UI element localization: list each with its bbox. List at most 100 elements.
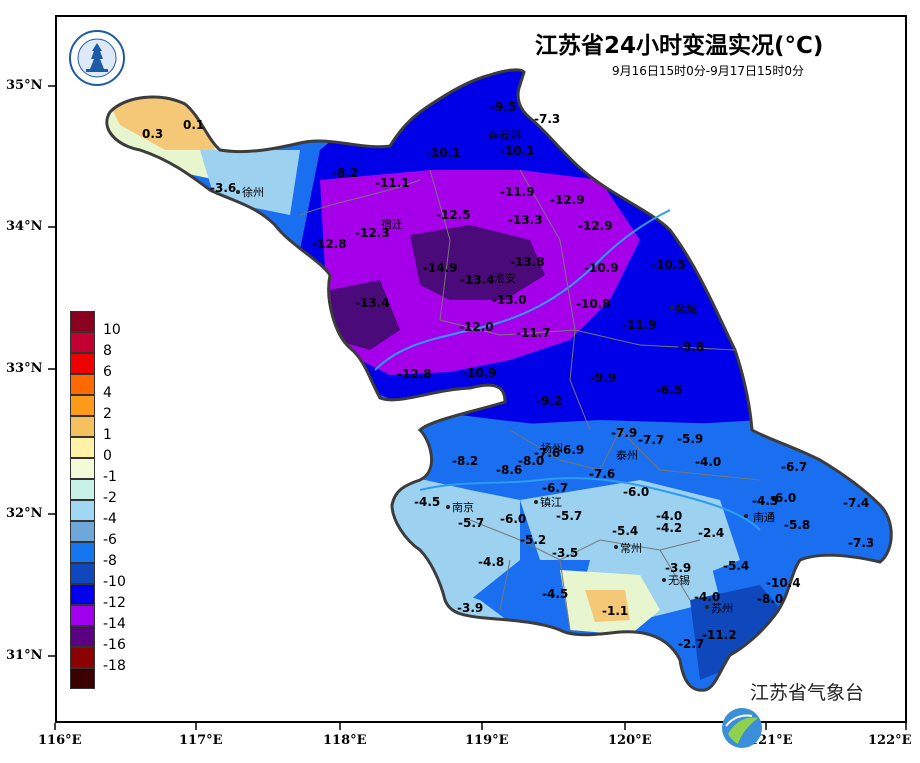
legend-swatch bbox=[70, 500, 95, 521]
station-value: -12.5 bbox=[436, 208, 471, 222]
legend-label: -4 bbox=[103, 511, 117, 527]
station-value: -12.9 bbox=[578, 219, 613, 233]
station-value: -13.3 bbox=[508, 213, 543, 227]
city-label: 泰州 bbox=[616, 449, 638, 462]
map-title: 江苏省24小时变温实况(°C) bbox=[535, 33, 824, 59]
station-value: -3.6 bbox=[210, 181, 237, 195]
station-value: -7.4 bbox=[843, 496, 870, 510]
legend-label: -6 bbox=[103, 532, 117, 548]
legend-swatch bbox=[70, 416, 95, 437]
station-value: -13.0 bbox=[492, 293, 527, 307]
station-value: -9.8 bbox=[678, 340, 705, 354]
station-value: -10.9 bbox=[584, 261, 619, 275]
station-value: -7.3 bbox=[848, 536, 875, 550]
city-marker bbox=[670, 306, 674, 310]
station-value: -7.6 bbox=[534, 446, 561, 460]
legend-swatch bbox=[70, 521, 95, 542]
station-value: -12.0 bbox=[459, 320, 494, 334]
legend-swatch bbox=[70, 542, 95, 563]
city-marker bbox=[744, 514, 748, 518]
station-value: -6.0 bbox=[500, 512, 527, 526]
station-value: -1.1 bbox=[602, 604, 629, 618]
city-label: 盐城 bbox=[675, 303, 697, 316]
station-value: -4.0 bbox=[694, 590, 721, 604]
station-value: -7.3 bbox=[534, 112, 561, 126]
station-value: -5.7 bbox=[458, 516, 485, 530]
legend-swatch bbox=[70, 458, 95, 479]
station-value: 0.3 bbox=[142, 127, 164, 141]
watermark-text: 江苏省气象台 bbox=[750, 682, 865, 704]
legend-label: 10 bbox=[103, 322, 121, 338]
station-value: -10.4 bbox=[766, 576, 801, 590]
legend-label: 1 bbox=[103, 427, 112, 443]
lon-label: 116°E bbox=[38, 733, 82, 748]
station-value: -10.8 bbox=[576, 297, 611, 311]
station-value: -10.1 bbox=[500, 144, 535, 158]
legend-swatch bbox=[70, 647, 95, 668]
station-value: -11.7 bbox=[516, 326, 551, 340]
station-value: -6.0 bbox=[770, 491, 797, 505]
station-value: -6.0 bbox=[623, 485, 650, 499]
station-value: -4.5 bbox=[414, 495, 441, 509]
station-value: -11.1 bbox=[375, 176, 410, 190]
legend-swatch bbox=[70, 479, 95, 500]
lon-label: 117°E bbox=[179, 733, 223, 748]
legend-swatch bbox=[70, 332, 95, 353]
legend-label: -1 bbox=[103, 469, 117, 485]
station-value: -3.9 bbox=[665, 561, 692, 575]
station-value: -4.3 bbox=[752, 494, 779, 508]
station-value: -5.4 bbox=[612, 524, 639, 538]
station-value: -8.2 bbox=[452, 454, 479, 468]
legend-swatch bbox=[70, 311, 95, 332]
station-value: -4.2 bbox=[656, 521, 683, 535]
station-value: -5.4 bbox=[723, 559, 750, 573]
station-value: -6.5 bbox=[656, 383, 683, 397]
station-value: -9.9 bbox=[590, 371, 617, 385]
legend-swatch bbox=[70, 605, 95, 626]
station-value: -8.0 bbox=[518, 454, 545, 468]
station-value: -13.8 bbox=[510, 255, 545, 269]
city-label: 常州 bbox=[620, 542, 642, 555]
station-value: -12.8 bbox=[397, 367, 432, 381]
station-value: -6.9 bbox=[558, 443, 585, 457]
station-value: -4.0 bbox=[656, 509, 683, 523]
city-label: 南通 bbox=[753, 511, 775, 524]
station-value: -12.3 bbox=[355, 226, 390, 240]
city-label: 宿迁 bbox=[381, 218, 403, 231]
station-value: -5.9 bbox=[677, 432, 704, 446]
station-value: -4.0 bbox=[695, 455, 722, 469]
lon-label: 120°E bbox=[608, 733, 652, 748]
station-value: -2.4 bbox=[698, 526, 725, 540]
station-value: -13.4 bbox=[355, 296, 390, 310]
legend-swatch bbox=[70, 395, 95, 416]
station-value: -7.9 bbox=[611, 426, 638, 440]
city-label: 苏州 bbox=[711, 602, 733, 615]
lon-label: 118°E bbox=[323, 733, 367, 748]
station-value: -10.1 bbox=[426, 146, 461, 160]
station-value: -4.5 bbox=[542, 587, 569, 601]
station-value: -11.9 bbox=[500, 185, 535, 199]
city-marker bbox=[614, 545, 618, 549]
station-value: -7.6 bbox=[589, 467, 616, 481]
lon-label: 119°E bbox=[465, 733, 509, 748]
map-subtitle: 9月16日15时0分-9月17日15时0分 bbox=[612, 64, 804, 78]
legend-swatch bbox=[70, 374, 95, 395]
station-value: -13.4 bbox=[460, 273, 495, 287]
legend-label: -12 bbox=[103, 595, 126, 611]
city-marker bbox=[534, 500, 538, 504]
station-value: -9.2 bbox=[536, 394, 563, 408]
legend-label: -8 bbox=[103, 553, 117, 569]
station-value: -8.6 bbox=[496, 463, 523, 477]
legend-label: 4 bbox=[103, 385, 112, 401]
station-value: -6.7 bbox=[542, 481, 569, 495]
lon-label: 122°E bbox=[868, 733, 912, 748]
station-value: -11.9 bbox=[622, 318, 657, 332]
city-label: 连云港 bbox=[488, 129, 521, 142]
legend-swatch bbox=[70, 353, 95, 374]
lat-label: 33°N bbox=[6, 361, 43, 376]
station-value: 0.1 bbox=[183, 118, 205, 132]
legend-label: -2 bbox=[103, 490, 117, 506]
lat-label: 31°N bbox=[6, 648, 43, 663]
station-value: -14.9 bbox=[423, 261, 458, 275]
legend-label: 2 bbox=[103, 406, 112, 422]
